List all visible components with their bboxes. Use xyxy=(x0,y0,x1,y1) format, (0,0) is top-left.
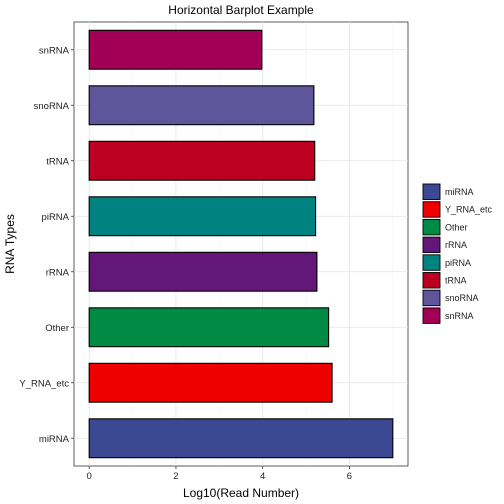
y-tick-label: snoRNA xyxy=(34,101,70,112)
bar-series xyxy=(88,29,394,459)
legend-label: Other xyxy=(445,222,468,232)
bar-mirna xyxy=(88,418,394,459)
y-tick-label: Other xyxy=(45,323,69,334)
x-tick-label: 4 xyxy=(260,471,265,482)
bar-rrna xyxy=(88,251,318,292)
legend-swatch xyxy=(422,272,441,289)
legend: miRNA Y_RNA_etc Other rRNA piRNA tRNA snoRNA sn… xyxy=(422,183,493,324)
bar-snorna xyxy=(88,85,315,126)
y-tick-label: rRNA xyxy=(46,267,70,278)
legend-label: piRNA xyxy=(445,258,471,268)
y-tick-label: tRNA xyxy=(46,156,69,167)
legend-label: miRNA xyxy=(445,187,474,197)
y-tick-label: Y_RNA_etc xyxy=(19,378,69,389)
axes: 0 2 4 6 miRNA Y_RNA_etc Other rRNA piRNA tRNA snoR… xyxy=(19,45,352,482)
y-tick-label: snRNA xyxy=(39,45,70,56)
legend-swatch xyxy=(422,183,441,200)
x-tick-label: 0 xyxy=(87,471,92,482)
legend-label: snRNA xyxy=(445,311,474,321)
legend-swatch xyxy=(422,201,441,218)
legend-swatch xyxy=(422,218,441,236)
legend-label: Y_RNA_etc xyxy=(445,205,493,215)
bar-trna xyxy=(88,140,316,181)
x-tick-label: 6 xyxy=(347,471,352,482)
legend-label: tRNA xyxy=(445,276,467,286)
legend-swatch xyxy=(422,254,441,271)
bar-pirna xyxy=(88,196,317,237)
chart-title: Horizontal Barplot Example xyxy=(168,3,314,17)
y-axis-title: RNA Types xyxy=(3,214,17,274)
y-tick-label: piRNA xyxy=(42,212,70,223)
y-tick-label: miRNA xyxy=(39,434,70,445)
x-tick-label: 2 xyxy=(173,471,178,482)
legend-swatch xyxy=(422,307,441,324)
legend-label: rRNA xyxy=(445,240,467,250)
legend-swatch xyxy=(422,236,441,254)
legend-swatch xyxy=(422,289,441,307)
x-axis-title: Log10(Read Number) xyxy=(183,486,299,500)
bar-y-rna-etc xyxy=(88,362,333,403)
bar-other xyxy=(88,307,330,348)
bar-snrna xyxy=(88,29,263,70)
legend-label: snoRNA xyxy=(445,293,479,303)
